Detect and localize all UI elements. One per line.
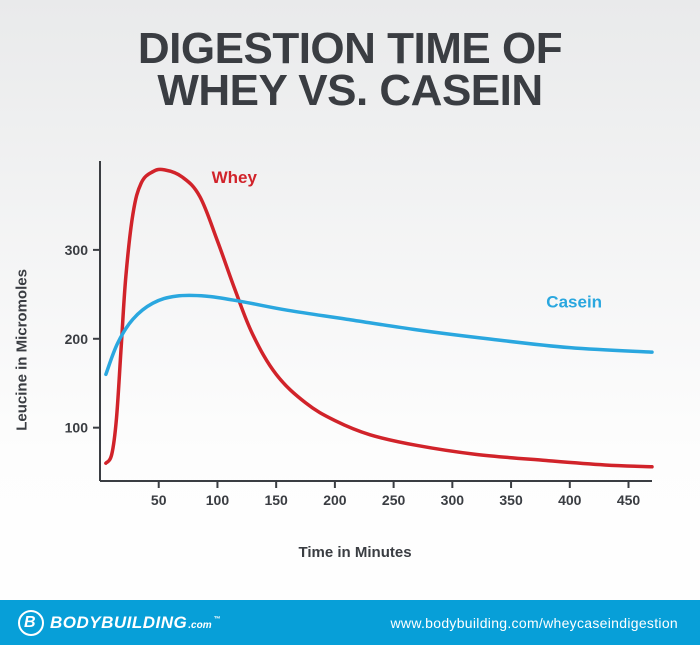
series-whey (106, 169, 652, 466)
x-tick-label: 50 (151, 492, 167, 508)
brand-logo: B BODYBUILDING.com™ (18, 610, 221, 636)
brand-tm: ™ (214, 616, 222, 623)
x-tick-label: 350 (499, 492, 523, 508)
x-tick-label: 150 (264, 492, 288, 508)
y-tick-label: 200 (65, 331, 89, 347)
footer-bar: B BODYBUILDING.com™ www.bodybuilding.com… (0, 600, 700, 645)
title-line-2: WHEY VS. CASEIN (157, 66, 542, 115)
chart-card: DIGESTION TIME OF WHEY VS. CASEIN Leucin… (0, 0, 700, 645)
y-axis-label: Leucine in Micromoles (14, 269, 31, 431)
footer-url: www.bodybuilding.com/wheycaseindigestion (391, 615, 679, 631)
x-tick-label: 250 (382, 492, 406, 508)
chart-title: DIGESTION TIME OF WHEY VS. CASEIN (0, 0, 700, 112)
y-tick-label: 300 (65, 242, 89, 258)
x-tick-label: 100 (206, 492, 230, 508)
x-tick-label: 200 (323, 492, 347, 508)
x-tick-label: 450 (617, 492, 641, 508)
x-axis-label: Time in Minutes (298, 544, 411, 561)
chart-area: Leucine in Micromoles 100200300501001502… (50, 155, 660, 555)
x-tick-label: 300 (441, 492, 465, 508)
line-chart: 100 200 300 50 100 150 200 250 300 350 400 450 Whey C… (50, 155, 660, 525)
brand-suffix: .com (188, 620, 211, 631)
series-label-whey: Whey (212, 168, 258, 187)
y-tick-label: 100 (65, 420, 89, 436)
brand-b-icon: B (18, 610, 44, 636)
series-label-casein: Casein (546, 293, 602, 312)
brand-name: BODYBUILDING (50, 613, 187, 632)
x-tick-label: 400 (558, 492, 582, 508)
